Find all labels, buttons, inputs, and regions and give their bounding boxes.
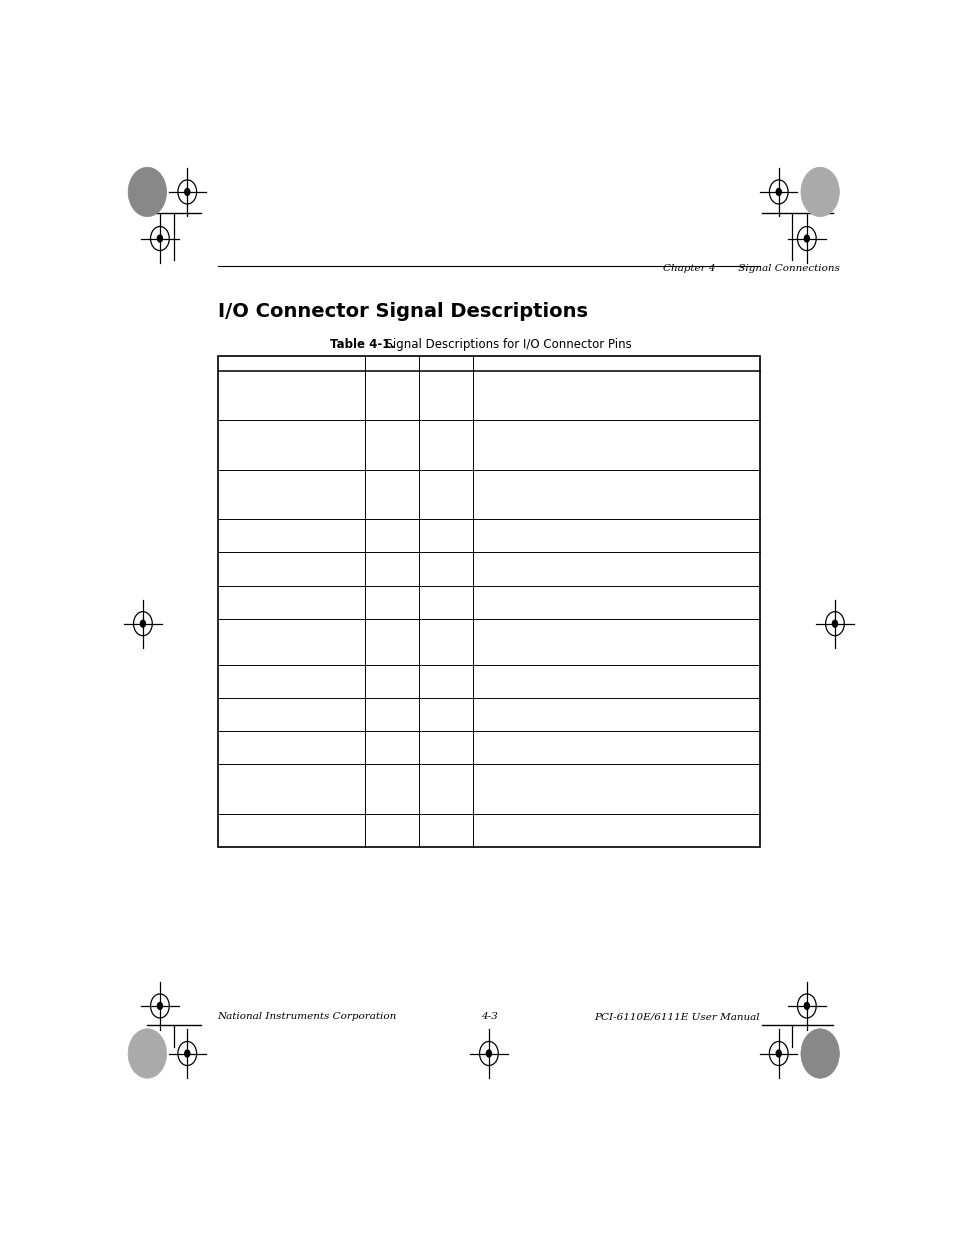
Circle shape: [156, 1002, 163, 1010]
Circle shape: [802, 235, 809, 243]
Circle shape: [801, 1029, 839, 1078]
Text: PCI-6110E/6111E User Manual: PCI-6110E/6111E User Manual: [594, 1013, 760, 1021]
Circle shape: [139, 620, 146, 627]
Circle shape: [775, 188, 781, 196]
Text: I/O Connector Signal Descriptions: I/O Connector Signal Descriptions: [217, 303, 587, 321]
Text: Chapter 4       Signal Connections: Chapter 4 Signal Connections: [662, 264, 839, 273]
Circle shape: [775, 1050, 781, 1057]
Circle shape: [802, 1002, 809, 1010]
Circle shape: [184, 188, 191, 196]
Circle shape: [156, 235, 163, 243]
Circle shape: [801, 167, 839, 216]
Circle shape: [128, 1029, 167, 1078]
Circle shape: [485, 1050, 492, 1057]
Bar: [217, 356, 760, 847]
Text: 4-3: 4-3: [480, 1013, 497, 1021]
Text: Signal Descriptions for I/O Connector Pins: Signal Descriptions for I/O Connector Pi…: [377, 338, 631, 352]
Text: National Instruments Corporation: National Instruments Corporation: [217, 1013, 396, 1021]
Circle shape: [184, 1050, 191, 1057]
Circle shape: [831, 620, 838, 627]
Text: Table 4-1.: Table 4-1.: [330, 338, 395, 352]
Circle shape: [128, 167, 167, 216]
